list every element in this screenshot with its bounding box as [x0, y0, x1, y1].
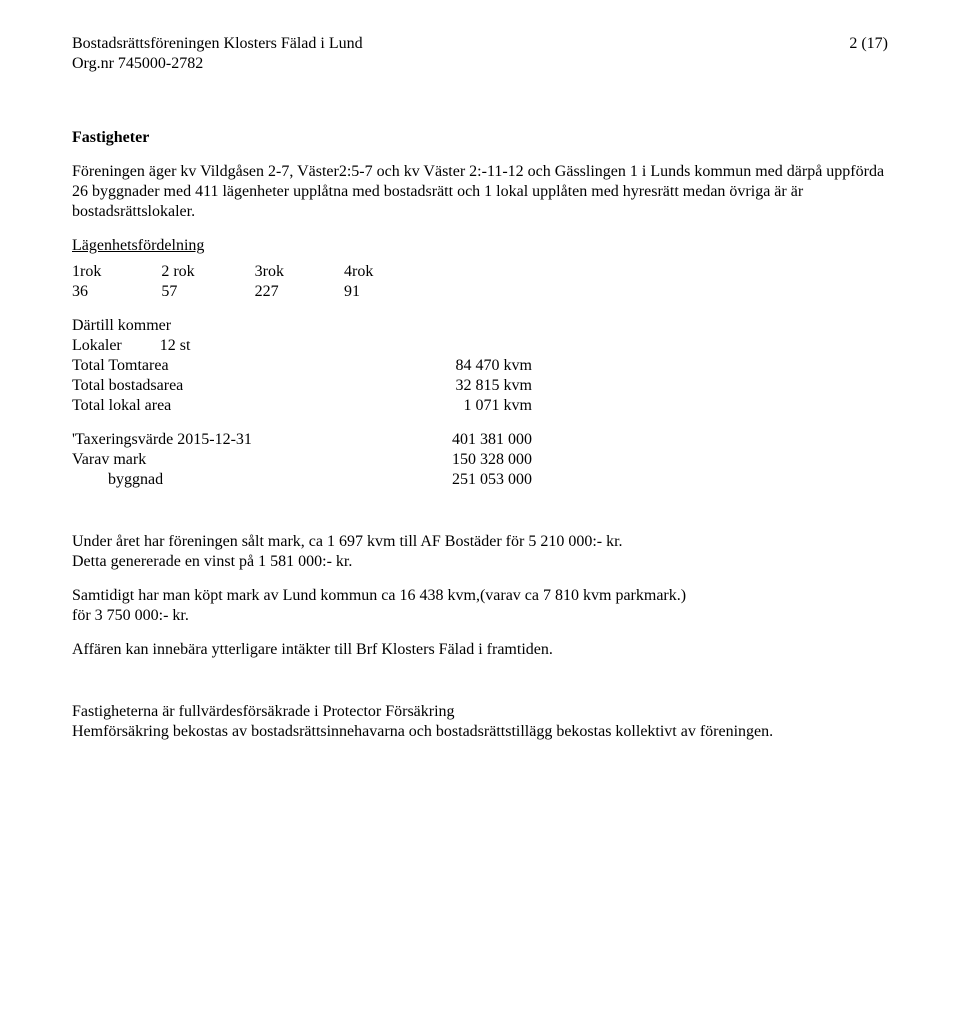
apt-val-3: 91 — [344, 282, 433, 302]
extras-row: Total lokal area 1 071 kvm — [72, 396, 888, 416]
extras-row-val: 84 470 kvm — [392, 356, 532, 376]
p3-line2: för 3 750 000:- kr. — [72, 606, 888, 626]
tax-row-val: 251 053 000 — [392, 470, 532, 490]
p5-line1: Fastigheterna är fullvärdesförsäkrade i … — [72, 702, 888, 722]
tax-row-label: byggnad — [72, 470, 392, 490]
page-number: 2 (17) — [849, 34, 888, 54]
apt-col-1: 2 rok — [161, 262, 254, 282]
extras-row: Total bostadsarea 32 815 kvm — [72, 376, 888, 396]
p2-line2: Detta genererade en vinst på 1 581 000:-… — [72, 552, 888, 572]
p2-line1: Under året har föreningen sålt mark, ca … — [72, 532, 888, 552]
extras-block: Därtill kommer Lokaler 12 st Total Tomta… — [72, 316, 888, 416]
tax-row-val: 150 328 000 — [392, 450, 532, 470]
extras-line2-label: Lokaler — [72, 337, 122, 354]
section-heading-fastigheter: Fastigheter — [72, 128, 888, 148]
paragraph-insurance: Fastigheterna är fullvärdesförsäkrade i … — [72, 702, 888, 742]
header-org-nr: Org.nr 745000-2782 — [72, 54, 363, 74]
p5-line2: Hemförsäkring bekostas av bostadsrättsin… — [72, 722, 888, 742]
paragraph-purchase: Samtidigt har man köpt mark av Lund komm… — [72, 586, 888, 626]
tax-row: 'Taxeringsvärde 2015-12-31 401 381 000 — [72, 430, 888, 450]
header-org-name: Bostadsrättsföreningen Klosters Fälad i … — [72, 34, 363, 54]
tax-block: 'Taxeringsvärde 2015-12-31 401 381 000 V… — [72, 430, 888, 490]
tax-row: Varav mark 150 328 000 — [72, 450, 888, 470]
extras-row-label: Total bostadsarea — [72, 376, 392, 396]
apt-table: 1rok 2 rok 3rok 4rok 36 57 227 91 — [72, 262, 433, 302]
extras-row-val: 1 071 kvm — [392, 396, 532, 416]
apt-col-3: 4rok — [344, 262, 433, 282]
apt-col-2: 3rok — [255, 262, 344, 282]
apartment-distribution: Lägenhetsfördelning 1rok 2 rok 3rok 4rok… — [72, 236, 888, 302]
paragraph-sale: Under året har föreningen sålt mark, ca … — [72, 532, 888, 572]
paragraph-affair: Affären kan innebära ytterligare intäkte… — [72, 640, 888, 660]
tax-row-val: 401 381 000 — [392, 430, 532, 450]
apt-val-1: 57 — [161, 282, 254, 302]
apt-table-header-row: 1rok 2 rok 3rok 4rok — [72, 262, 433, 282]
paragraph-intro: Föreningen äger kv Vildgåsen 2-7, Väster… — [72, 162, 888, 222]
apt-heading: Lägenhetsfördelning — [72, 236, 888, 256]
extras-row-val: 32 815 kvm — [392, 376, 532, 396]
apt-val-0: 36 — [72, 282, 161, 302]
extras-line1: Därtill kommer — [72, 316, 888, 336]
p3-line1: Samtidigt har man köpt mark av Lund komm… — [72, 586, 888, 606]
extras-row-label: Total Tomtarea — [72, 356, 392, 376]
extras-row: Total Tomtarea 84 470 kvm — [72, 356, 888, 376]
apt-val-2: 227 — [255, 282, 344, 302]
apt-col-0: 1rok — [72, 262, 161, 282]
extras-line2: Lokaler 12 st — [72, 336, 888, 356]
tax-row-label: 'Taxeringsvärde 2015-12-31 — [72, 430, 392, 450]
header-left: Bostadsrättsföreningen Klosters Fälad i … — [72, 34, 363, 74]
apt-table-value-row: 36 57 227 91 — [72, 282, 433, 302]
page-header: Bostadsrättsföreningen Klosters Fälad i … — [72, 34, 888, 74]
tax-row: byggnad 251 053 000 — [72, 470, 888, 490]
tax-row-label: Varav mark — [72, 450, 392, 470]
extras-line2-val: 12 st — [160, 337, 191, 354]
extras-row-label: Total lokal area — [72, 396, 392, 416]
